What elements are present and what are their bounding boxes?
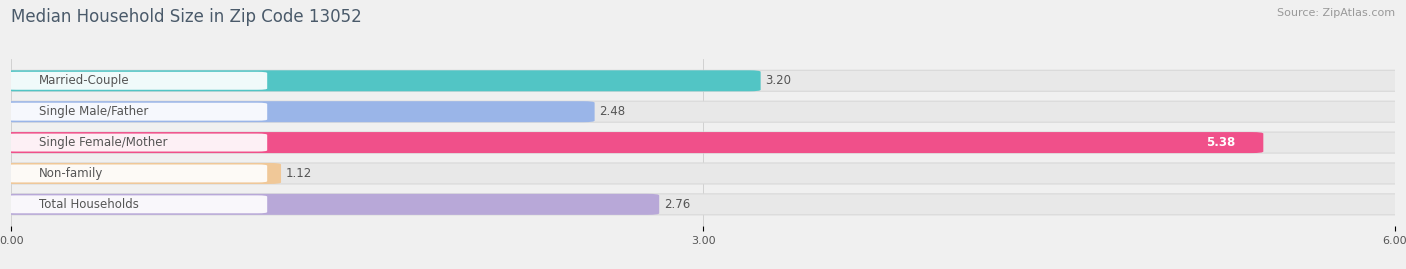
Text: Median Household Size in Zip Code 13052: Median Household Size in Zip Code 13052	[11, 8, 361, 26]
FancyBboxPatch shape	[7, 165, 267, 182]
Text: Single Female/Mother: Single Female/Mother	[39, 136, 167, 149]
FancyBboxPatch shape	[0, 163, 281, 184]
Text: Total Households: Total Households	[39, 198, 139, 211]
Text: 3.20: 3.20	[765, 74, 792, 87]
FancyBboxPatch shape	[0, 194, 1406, 215]
FancyBboxPatch shape	[0, 194, 659, 215]
FancyBboxPatch shape	[0, 101, 595, 122]
FancyBboxPatch shape	[7, 134, 267, 151]
FancyBboxPatch shape	[0, 132, 1406, 153]
FancyBboxPatch shape	[7, 195, 267, 213]
Text: Married-Couple: Married-Couple	[39, 74, 129, 87]
Text: Single Male/Father: Single Male/Father	[39, 105, 148, 118]
FancyBboxPatch shape	[0, 163, 1406, 184]
FancyBboxPatch shape	[0, 101, 1406, 122]
Text: Source: ZipAtlas.com: Source: ZipAtlas.com	[1277, 8, 1395, 18]
FancyBboxPatch shape	[0, 132, 1264, 153]
Text: 2.76: 2.76	[664, 198, 690, 211]
Text: Non-family: Non-family	[39, 167, 103, 180]
FancyBboxPatch shape	[0, 70, 1406, 91]
Text: 1.12: 1.12	[285, 167, 312, 180]
FancyBboxPatch shape	[7, 103, 267, 121]
Text: 5.38: 5.38	[1206, 136, 1236, 149]
FancyBboxPatch shape	[7, 72, 267, 90]
FancyBboxPatch shape	[0, 70, 761, 91]
Text: 2.48: 2.48	[599, 105, 626, 118]
